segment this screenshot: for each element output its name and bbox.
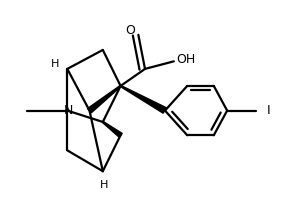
Text: H: H — [100, 180, 108, 190]
Text: O: O — [125, 23, 135, 36]
Text: I: I — [267, 104, 270, 117]
Text: H: H — [51, 59, 59, 69]
Polygon shape — [102, 122, 122, 137]
Polygon shape — [87, 85, 121, 112]
Text: N: N — [64, 104, 73, 117]
Text: OH: OH — [176, 53, 196, 66]
Polygon shape — [120, 85, 167, 113]
